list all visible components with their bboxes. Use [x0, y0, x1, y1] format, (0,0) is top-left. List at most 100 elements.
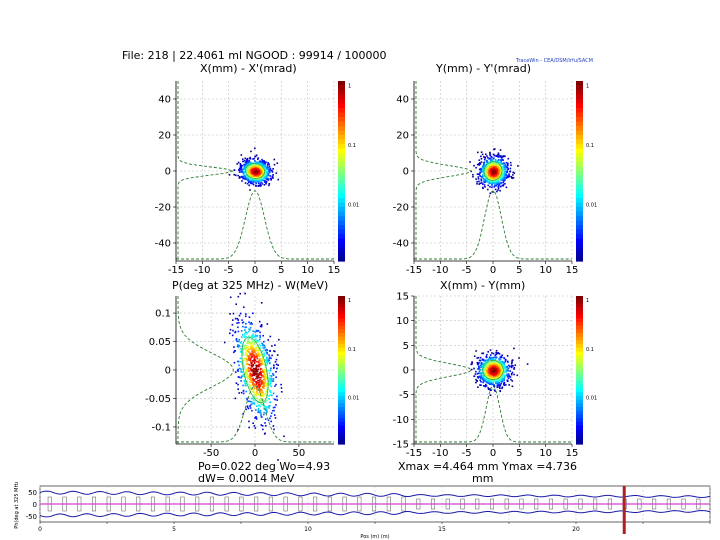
beam-point	[249, 156, 251, 159]
beam-point	[484, 172, 486, 174]
y-tick-label: -20	[155, 203, 171, 214]
beam-point	[235, 338, 238, 340]
beam-point	[250, 181, 252, 183]
beam-point	[500, 181, 502, 184]
y-tick-label: -15	[393, 440, 409, 451]
beam-point	[495, 162, 498, 165]
beam-point	[237, 174, 239, 177]
beam-point	[260, 403, 263, 406]
colorbar-segment	[338, 421, 345, 427]
beam-point	[489, 180, 492, 182]
beam-point	[483, 161, 486, 164]
beam-point	[509, 161, 512, 164]
beam-point	[261, 386, 264, 388]
beam-point	[242, 172, 245, 175]
beam-point	[486, 173, 488, 175]
beam-point	[272, 425, 275, 427]
beam-point	[495, 178, 497, 180]
beam-point	[253, 172, 256, 174]
beam-point	[505, 173, 507, 176]
y-tick-label: 0	[403, 366, 409, 377]
beam-point	[498, 165, 500, 168]
beam-point	[501, 387, 503, 390]
colorbar-segment	[576, 225, 583, 231]
beam-point	[475, 166, 477, 169]
beam-point	[496, 168, 498, 170]
beam-point	[266, 352, 269, 355]
beam-point	[501, 366, 503, 368]
beam-point	[246, 381, 248, 383]
beam-point	[249, 407, 252, 409]
colorbar-segment	[576, 325, 583, 330]
beam-point	[253, 361, 256, 363]
beam-point	[272, 380, 275, 382]
beam-point	[509, 376, 512, 378]
beam-point	[248, 171, 251, 173]
beam-point	[270, 367, 272, 370]
beam-point	[489, 365, 492, 368]
colorbar-segment	[576, 373, 583, 378]
beam-point	[256, 171, 259, 173]
beam-point	[239, 164, 242, 166]
beam-point	[503, 376, 506, 379]
beam-point	[494, 178, 496, 181]
beam-point	[245, 351, 247, 354]
beam-point	[251, 172, 253, 174]
beam-point	[274, 344, 276, 346]
y-tick-label: 15	[396, 292, 409, 303]
beam-point	[494, 176, 497, 178]
beam-point	[260, 388, 263, 391]
beam-point	[489, 376, 491, 378]
beam-point	[272, 372, 274, 375]
beam-point	[477, 356, 480, 359]
beam-point	[261, 389, 263, 392]
beam-point	[254, 163, 256, 166]
beam-point	[231, 323, 234, 326]
beam-point	[259, 344, 262, 347]
beam-point	[246, 355, 249, 357]
beam-point	[270, 420, 272, 423]
beam-point	[501, 378, 504, 381]
beam-point	[275, 363, 278, 366]
beam-point	[268, 166, 270, 169]
beam-point	[499, 361, 502, 364]
colorbar-segment	[338, 432, 345, 438]
beam-point	[498, 164, 500, 167]
beam-point	[511, 361, 513, 363]
beam-point	[497, 189, 499, 191]
beam-point	[255, 175, 257, 178]
beam-point	[495, 372, 497, 375]
beam-point	[494, 370, 496, 373]
beam-point	[257, 346, 260, 349]
beam-point	[263, 353, 266, 355]
y-tick-label: 0	[403, 167, 409, 178]
beam-point	[478, 367, 480, 369]
beam-point	[265, 181, 267, 184]
beam-point	[253, 177, 255, 179]
beam-point	[252, 312, 254, 315]
beam-point	[503, 362, 506, 364]
beam-point	[507, 167, 509, 170]
beam-point	[255, 154, 258, 157]
colorbar-segment	[338, 344, 345, 349]
beam-point	[259, 325, 262, 328]
beam-point	[268, 356, 271, 358]
beam-point	[258, 353, 261, 355]
colorbar-segment	[576, 252, 583, 258]
x-tick-label: -15	[406, 265, 422, 273]
beam-point	[510, 378, 512, 381]
colorbar-segment	[576, 108, 583, 114]
beam-point	[246, 350, 249, 352]
beam-point	[495, 177, 497, 179]
beam-point	[245, 408, 247, 411]
colorbar-segment	[338, 238, 345, 244]
beam-point	[268, 359, 271, 361]
beam-point	[493, 182, 496, 184]
x-tick-label: 5	[516, 448, 522, 459]
beam-point	[488, 172, 490, 174]
beam-point	[518, 357, 520, 359]
beam-point	[270, 412, 273, 414]
beam-point	[261, 391, 264, 393]
beam-point	[262, 179, 265, 182]
colorbar-segment	[338, 135, 345, 141]
